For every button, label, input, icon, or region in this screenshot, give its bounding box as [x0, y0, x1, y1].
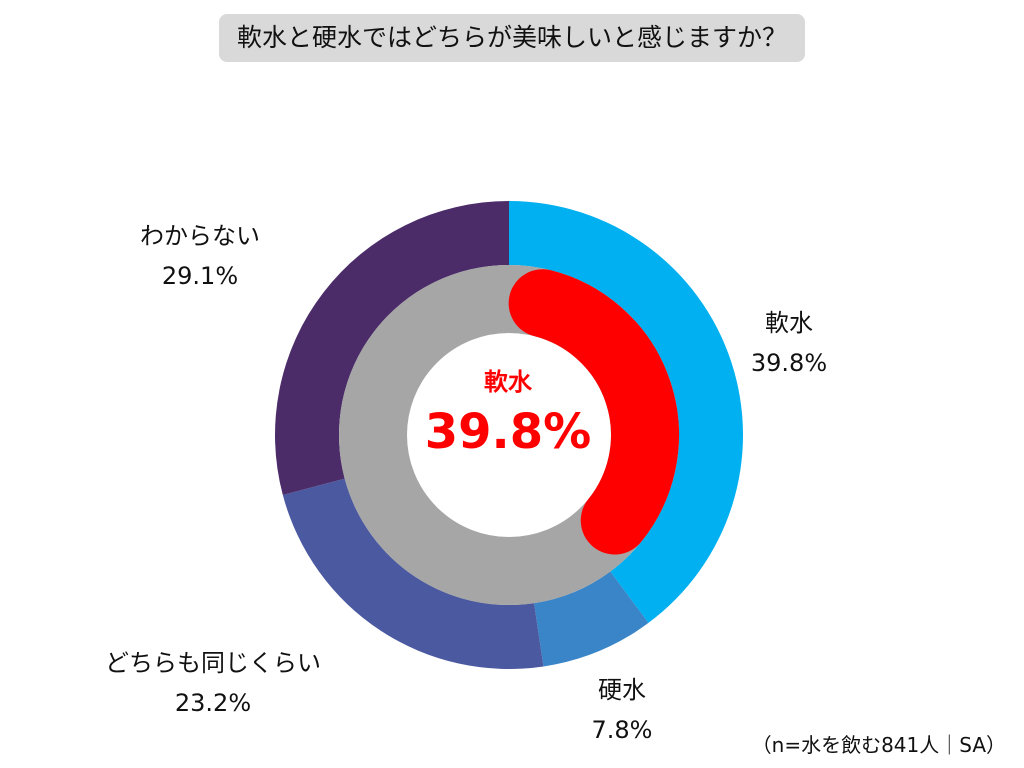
center-category-label: 軟水: [484, 368, 532, 396]
slice-label-hard-water-value: 7.8%: [591, 716, 653, 744]
chart-title-container: 軟水と硬水ではどちらが美味しいと感じますか？: [0, 14, 1024, 62]
outer-ring: [275, 201, 744, 669]
slice-label-unknown-value: 29.1%: [161, 262, 239, 290]
slice-hard-water: [534, 571, 649, 667]
slice-label-soft-water: 軟水 39.8%: [729, 303, 849, 383]
slice-label-soft-water-value: 39.8%: [750, 349, 828, 377]
slice-label-same: どちらも同じくらい 23.2%: [63, 643, 363, 723]
slice-label-soft-water-name: 軟水: [765, 309, 813, 337]
slice-label-hard-water: 硬水 7.8%: [562, 670, 682, 750]
slice-label-hard-water-name: 硬水: [598, 676, 646, 704]
slice-label-same-name: どちらも同じくらい: [105, 649, 321, 677]
slice-label-unknown: わからない 29.1%: [90, 216, 310, 296]
center-value-label: 39.8%: [424, 404, 592, 460]
highlight-arc-soft-water: [508, 269, 679, 555]
slice-unknown: [275, 201, 509, 496]
slice-label-unknown-name: わからない: [140, 222, 260, 250]
chart-title: 軟水と硬水ではどちらが美味しいと感じますか？: [218, 14, 805, 62]
slice-label-same-value: 23.2%: [174, 689, 252, 717]
sample-note: （n=水を飲む841人｜SA）: [751, 733, 1006, 757]
slice-soft-water: [509, 201, 744, 623]
slice-same: [282, 478, 544, 669]
